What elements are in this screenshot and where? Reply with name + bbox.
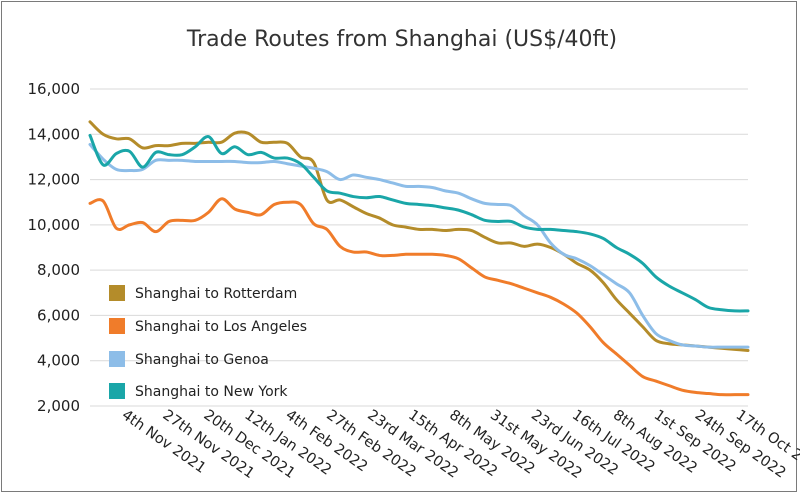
y-tick-label: 16,000 (28, 80, 81, 98)
legend-swatch (109, 285, 125, 301)
y-tick-label: 2,000 (37, 397, 80, 415)
y-tick-label: 14,000 (28, 125, 81, 143)
series-line-shanghai-to-rotterdam (88, 120, 750, 353)
legend: Shanghai to Rotterdam Shanghai to Los Ang… (109, 285, 307, 400)
legend-label: Shanghai to Los Angeles (135, 319, 307, 335)
series-line-shanghai-to-los-angeles (88, 197, 750, 397)
gridlines (90, 88, 748, 407)
series-line-shanghai-to-genoa (88, 142, 750, 349)
legend-swatch (109, 318, 125, 334)
y-axis-ticks: 2,000 4,000 6,000 8,000 10,000 12,000 14,000 16… (28, 80, 81, 415)
legend-label: Shanghai to New York (135, 384, 288, 400)
legend-label: Shanghai to Rotterdam (135, 286, 297, 302)
series-line-shanghai-to-new-york (88, 133, 750, 313)
y-tick-label: 6,000 (37, 306, 80, 324)
y-tick-label: 4,000 (37, 352, 80, 370)
legend-swatch (109, 351, 125, 367)
y-tick-label: 10,000 (28, 216, 81, 234)
y-tick-label: 8,000 (37, 261, 80, 279)
chart-title: Trade Routes from Shanghai (US$/40ft) (186, 27, 617, 52)
y-tick-label: 12,000 (28, 171, 81, 189)
legend-label: Shanghai to Genoa (135, 352, 269, 368)
legend-swatch (109, 383, 125, 399)
series-lines (88, 120, 750, 397)
